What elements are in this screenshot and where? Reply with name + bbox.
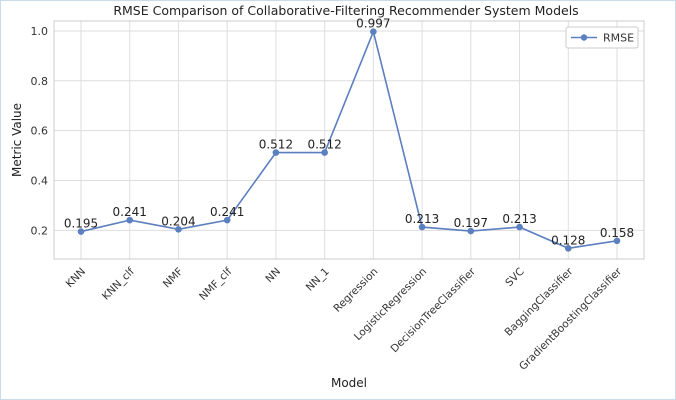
y-tick-label: 0.8 — [31, 75, 49, 88]
data-label: 0.213 — [502, 212, 536, 226]
x-tick-label: NMF_clf — [197, 265, 234, 302]
y-tick-label: 0.6 — [31, 125, 49, 138]
x-tick-label: NN_1 — [304, 266, 332, 294]
data-point — [564, 244, 572, 252]
x-tick-label: SVC — [503, 266, 526, 289]
data-point — [126, 216, 134, 224]
data-label: 0.128 — [551, 233, 585, 247]
data-point — [77, 228, 85, 235]
legend-label-rmse: RMSE — [603, 32, 634, 45]
series-rmse — [77, 28, 621, 252]
x-tick-label: NN — [263, 266, 283, 286]
plot-area — [53, 20, 645, 260]
data-label: 0.204 — [161, 214, 195, 228]
x-axis-ticks: KNN KNN_clf NMF NMF_clf NN NN_1 RegressionLogi… — [64, 265, 625, 373]
x-tick-label: NMF — [161, 266, 186, 291]
data-point — [613, 237, 621, 245]
x-tick-label: KNN — [64, 266, 88, 290]
data-point — [321, 149, 328, 156]
data-label: 0.213 — [405, 212, 439, 226]
data-point — [516, 223, 523, 231]
data-point — [418, 223, 426, 231]
y-axis-ticks: 0.2 0.4 0.6 0.8 1.0 — [31, 25, 49, 237]
data-label: 0.197 — [454, 216, 488, 230]
data-label: 0.195 — [64, 217, 98, 231]
data-point — [175, 226, 182, 233]
y-tick-label: 1.0 — [31, 25, 49, 38]
data-point — [467, 227, 475, 235]
x-axis-label: Model — [331, 376, 367, 390]
data-label: 0.158 — [600, 226, 634, 240]
y-axis-label: Metric Value — [10, 103, 24, 177]
data-point — [272, 149, 280, 156]
y-tick-label: 0.2 — [31, 224, 49, 237]
data-label: 0.512 — [259, 138, 293, 152]
data-label: 0.241 — [210, 205, 244, 219]
x-tick-label: GradientBoostingClassifier — [517, 265, 625, 373]
x-tick-label: DecisionTreeClassifier — [388, 265, 478, 355]
x-tick-label: Regression — [331, 266, 380, 315]
data-label: 0.512 — [307, 138, 341, 152]
y-tick-label: 0.4 — [31, 174, 49, 187]
legend: RMSE — [565, 26, 639, 49]
chart-title: RMSE Comparison of Collaborative-Filteri… — [113, 3, 578, 18]
data-label: 0.241 — [113, 205, 147, 219]
data-point — [223, 216, 231, 224]
data-labels: 0.195 0.241 0.204 0.241 0.512 0.512 0.997 0.213… — [64, 17, 634, 248]
series-line — [80, 29, 618, 250]
legend-marker — [580, 34, 588, 41]
data-label: 0.997 — [356, 17, 390, 31]
data-point — [370, 28, 377, 36]
x-tick-label: KNN_clf — [100, 265, 137, 302]
legend-box — [565, 26, 639, 49]
